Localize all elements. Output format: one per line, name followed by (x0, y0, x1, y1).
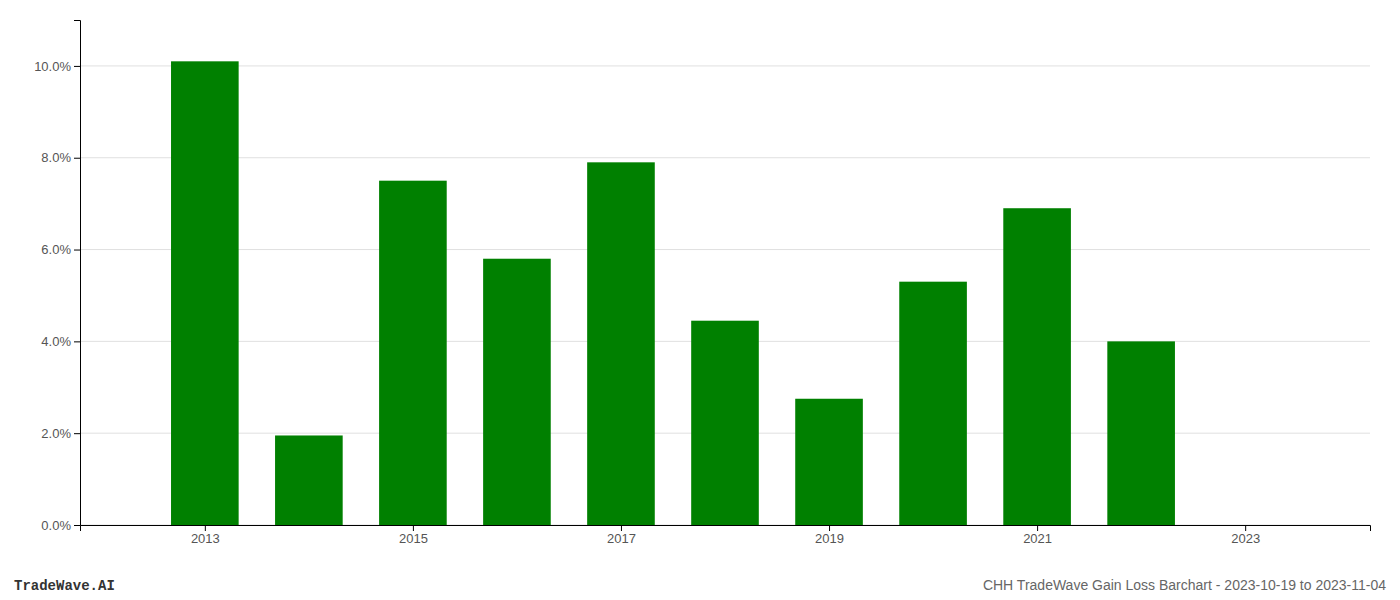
x-tick-mark (1037, 525, 1038, 531)
y-tick-mark (74, 525, 80, 526)
footer-left: TradeWave.AI (14, 578, 115, 594)
bar (275, 435, 343, 525)
y-tick-mark (74, 158, 80, 159)
x-tick: 2015 (399, 525, 428, 546)
y-tick-label: 10.0% (34, 59, 71, 74)
y-tick-label: 2.0% (41, 426, 71, 441)
x-tick-label: 2019 (815, 531, 844, 546)
y-tick-mark (74, 341, 80, 342)
grid (80, 66, 1370, 525)
x-tick-label: 2023 (1231, 531, 1260, 546)
x-tick: 2021 (1023, 525, 1052, 546)
footer-right: CHH TradeWave Gain Loss Barchart - 2023-… (983, 577, 1386, 593)
grid-line (80, 157, 1370, 158)
x-tick: 2019 (815, 525, 844, 546)
bar (899, 282, 967, 525)
y-tick-mark (74, 433, 80, 434)
bar (379, 181, 447, 525)
axis-line (81, 526, 1371, 532)
axis-line (74, 21, 81, 526)
x-tick: 2013 (191, 525, 220, 546)
y-tick-label: 4.0% (41, 334, 71, 349)
bar (483, 259, 551, 525)
y-axis: 0.0% 2.0% 4.0% 6.0% 8.0% 10.0% (34, 21, 80, 533)
plot-area: 2013 2015 2017 2019 2021 2023 0.0% 2.0% 4.0% 6.0%… (34, 21, 1370, 547)
y-tick: 4.0% (41, 334, 80, 349)
y-tick: 8.0% (41, 150, 80, 165)
bar (587, 162, 655, 525)
bar (795, 399, 863, 525)
x-axis: 2013 2015 2017 2019 2021 2023 (81, 525, 1371, 546)
y-tick-label: 0.0% (41, 518, 71, 533)
grid-line (80, 249, 1370, 250)
x-tick: 2017 (607, 525, 636, 546)
y-tick-mark (74, 66, 80, 67)
x-tick-mark (205, 525, 206, 531)
x-tick-label: 2021 (1023, 531, 1052, 546)
x-tick-mark (413, 525, 414, 531)
bar (1107, 341, 1175, 525)
bar (171, 61, 239, 525)
bars (171, 61, 1175, 525)
x-tick-label: 2015 (399, 531, 428, 546)
y-tick-label: 8.0% (41, 150, 71, 165)
y-tick: 2.0% (41, 426, 80, 441)
x-tick: 2023 (1231, 525, 1260, 546)
x-tick-label: 2017 (607, 531, 636, 546)
y-tick: 6.0% (41, 242, 80, 257)
y-tick: 10.0% (34, 59, 80, 74)
x-tick-label: 2013 (191, 531, 220, 546)
y-tick-mark (74, 250, 80, 251)
y-tick-label: 6.0% (41, 242, 71, 257)
grid-line (80, 65, 1370, 66)
chart: 2013 2015 2017 2019 2021 2023 0.0% 2.0% 4.0% 6.0%… (0, 0, 1400, 600)
x-tick-mark (829, 525, 830, 531)
x-tick-mark (621, 525, 622, 531)
y-tick: 0.0% (41, 518, 80, 533)
bar (691, 321, 759, 525)
bar (1003, 208, 1071, 525)
x-tick-mark (1245, 525, 1246, 531)
